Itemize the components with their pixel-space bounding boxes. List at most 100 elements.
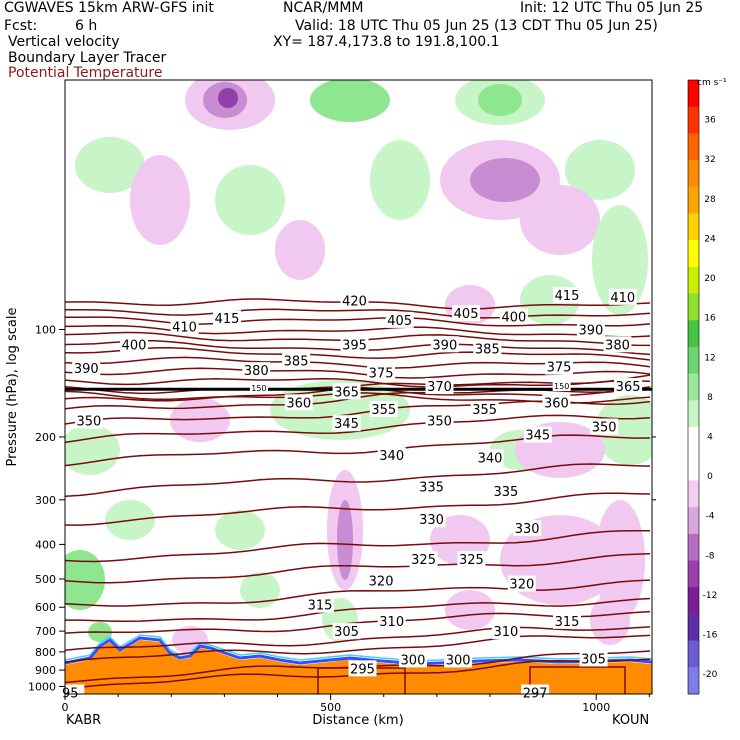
theta-label: 375 bbox=[369, 367, 394, 382]
theta-contour bbox=[65, 492, 651, 526]
colorbar-swatch bbox=[688, 106, 699, 134]
colorbar-swatch bbox=[688, 507, 699, 535]
y-tick-label: 700 bbox=[35, 625, 56, 638]
colorbar: -20 -16 -12 -8 -4 0 4 8 12 16 20 24 28 32 36 bbox=[687, 79, 718, 695]
colorbar-label: 24 bbox=[704, 234, 716, 244]
field-boundary-layer-tracer: Boundary Layer Tracer bbox=[8, 50, 167, 66]
xy-endpoints: XY= 187.4,173.8 to 191.8,100.1 bbox=[273, 34, 500, 50]
y-tick-label: 900 bbox=[35, 664, 56, 677]
theta-label-bg bbox=[120, 336, 149, 353]
theta-label-bg bbox=[507, 575, 536, 592]
tracer-edge-outer bbox=[65, 634, 652, 662]
theta-label: 345 bbox=[334, 417, 359, 432]
colorbar-label: 12 bbox=[704, 353, 715, 363]
theta-label-bg bbox=[553, 612, 582, 629]
velocity-blob bbox=[478, 84, 522, 116]
field-vertical-velocity: Vertical velocity bbox=[8, 34, 120, 50]
velocity-blob bbox=[215, 165, 285, 235]
velocity-blob bbox=[370, 140, 430, 220]
theta-label-bg bbox=[425, 378, 454, 395]
theta-label-bg bbox=[417, 511, 446, 528]
theta-label-bg bbox=[491, 623, 520, 640]
field-potential-temperature: Potential Temperature bbox=[8, 65, 163, 81]
colorbar-label: -8 bbox=[706, 551, 715, 561]
theta-label: 305 bbox=[334, 625, 359, 640]
theta-label: 365 bbox=[334, 385, 359, 400]
theta-label: 340 bbox=[379, 449, 404, 464]
theta-label: 310 bbox=[493, 625, 518, 640]
theta-label-bg bbox=[385, 311, 414, 328]
x-tick-label: 500 bbox=[320, 701, 341, 714]
theta-label: 300 bbox=[446, 653, 471, 668]
colorbar-label: -12 bbox=[703, 591, 718, 601]
colorbar-label: 32 bbox=[704, 155, 715, 165]
colorbar-swatch bbox=[688, 480, 699, 508]
fcst-value: 6 h bbox=[75, 18, 98, 34]
theta-label-bg bbox=[452, 305, 481, 322]
theta-label-bg bbox=[608, 288, 637, 305]
theta-label-bg bbox=[305, 596, 334, 613]
theta-label: 390 bbox=[578, 323, 603, 338]
colorbar-swatch bbox=[688, 613, 699, 642]
velocity-blob bbox=[75, 137, 145, 193]
valid-time: Valid: 18 UTC Thu 05 Jun 25 (13 CDT Thu … bbox=[295, 18, 658, 34]
theta-label: 390 bbox=[432, 338, 457, 353]
init-time: Init: 12 UTC Thu 05 Jun 25 bbox=[520, 0, 704, 16]
velocity-blob bbox=[592, 205, 648, 315]
colorbar-swatch bbox=[688, 533, 699, 562]
colorbar-label: 16 bbox=[704, 314, 716, 324]
velocity-blob bbox=[445, 590, 495, 630]
colorbar-swatch bbox=[688, 373, 699, 401]
theta-label-bg bbox=[332, 383, 361, 400]
theta-contour-labels: 420 415 410 415 410 405 405 400 400 395 390 390 385 3… bbox=[56, 286, 643, 702]
theta-label: 330 bbox=[419, 513, 444, 528]
colorbar-label: -20 bbox=[703, 670, 718, 680]
theta-label-bg bbox=[553, 286, 582, 303]
model-title: CGWAVES 15km ARW-GFS init bbox=[4, 0, 214, 16]
velocity-blob bbox=[65, 550, 105, 610]
theta-contour bbox=[65, 529, 651, 563]
colorbar-swatch bbox=[688, 640, 699, 668]
theta-label: 350 bbox=[427, 415, 452, 430]
velocity-blob bbox=[310, 80, 390, 122]
theta-label-bg bbox=[369, 400, 398, 417]
theta-contour bbox=[65, 579, 651, 607]
theta-label-bg bbox=[72, 359, 101, 376]
colorbar-swatch bbox=[688, 186, 699, 214]
theta-contour bbox=[65, 553, 651, 584]
y-tick-label: 500 bbox=[35, 573, 56, 586]
theta-label-bg bbox=[542, 394, 571, 411]
theta-contour bbox=[65, 414, 651, 444]
theta-label-bg bbox=[398, 651, 427, 668]
theta-label: 415 bbox=[555, 289, 580, 304]
theta-label: 335 bbox=[493, 485, 518, 500]
theta-contour bbox=[65, 463, 651, 498]
theta-contour bbox=[65, 597, 651, 623]
theta-label: 310 bbox=[379, 615, 404, 630]
theta-label: 335 bbox=[419, 480, 444, 495]
theta-label-bg bbox=[377, 447, 406, 464]
theta-label-bg bbox=[513, 520, 542, 537]
theta-label-bg bbox=[603, 336, 632, 353]
theta-label: 305 bbox=[581, 652, 606, 667]
y-axis-label: Pressure (hPa), log scale bbox=[5, 308, 20, 467]
colorbar-label: 36 bbox=[704, 116, 716, 126]
theta-contour bbox=[65, 346, 651, 361]
theta-label: 380 bbox=[605, 338, 630, 353]
theta-label-bg bbox=[332, 415, 361, 432]
y-tick-label: 800 bbox=[35, 646, 56, 659]
theta-label-bg bbox=[470, 400, 499, 417]
theta-label-bg bbox=[367, 364, 396, 381]
velocity-blob bbox=[218, 88, 238, 108]
theta-label: 420 bbox=[342, 295, 367, 310]
colorbar-label: 28 bbox=[704, 195, 716, 205]
theta-contour bbox=[65, 626, 651, 652]
colorbar-label: -16 bbox=[703, 631, 718, 641]
theta-label-bg bbox=[521, 684, 550, 701]
theta-label: 385 bbox=[475, 342, 500, 357]
colorbar-swatch bbox=[688, 560, 699, 588]
theta-label-bg bbox=[417, 478, 446, 495]
colorbar-swatch bbox=[688, 587, 699, 615]
theta-label-bg bbox=[409, 551, 438, 568]
theta-label: 150 bbox=[554, 382, 569, 391]
